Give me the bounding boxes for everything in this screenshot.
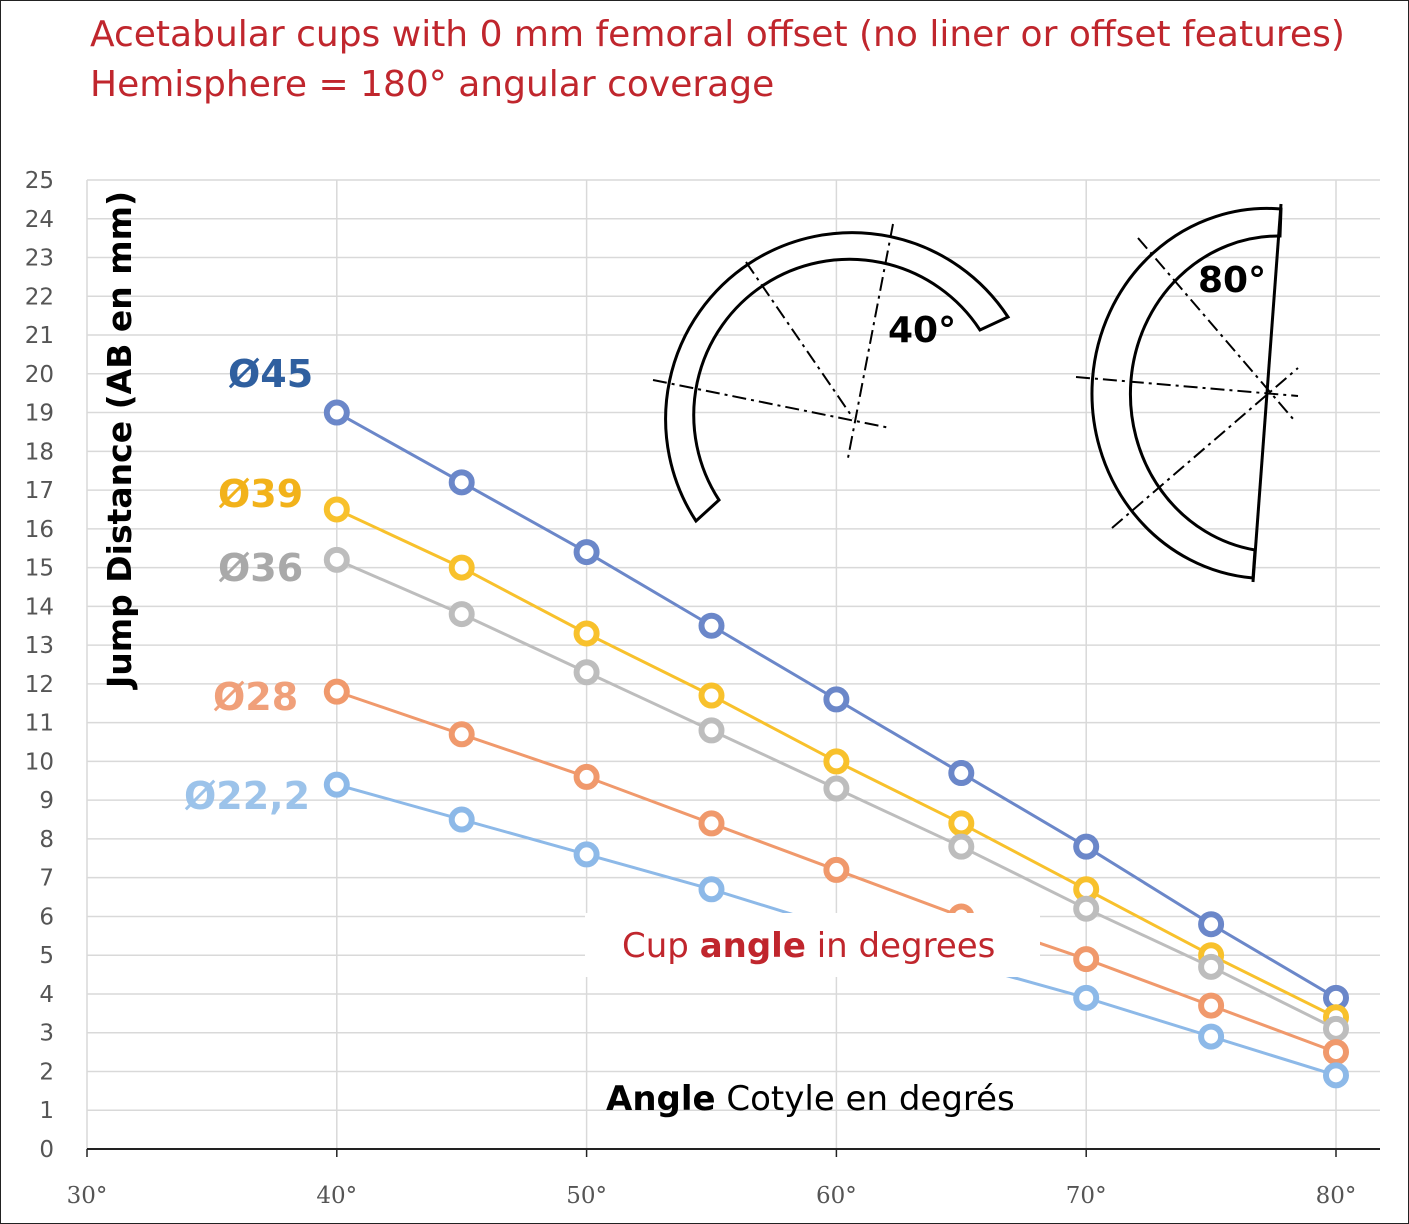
x-tick-label: 30° (67, 1183, 108, 1209)
data-point (823, 686, 850, 713)
y-tick-label: 13 (25, 633, 54, 659)
y-tick-label: 4 (39, 982, 54, 1008)
diagram-label-40: 40° (888, 310, 956, 351)
series-label-28: Ø28 (213, 675, 298, 719)
diagram-label-80: 80° (1198, 260, 1266, 301)
y-tick-label: 7 (39, 866, 54, 892)
x-title-bold: Angle (606, 1079, 716, 1119)
y-tick-label: 22 (25, 284, 54, 310)
y-axis-ticks: 0123456789101112131415161718192021222324… (25, 168, 54, 1163)
data-point (698, 612, 725, 639)
data-point (1073, 946, 1100, 973)
data-point (1198, 911, 1225, 938)
y-tick-label: 11 (25, 711, 54, 737)
annotation-rest: in degrees (806, 926, 995, 966)
data-point (323, 546, 350, 573)
x-title-rest: Cotyle en degrés (716, 1079, 1015, 1119)
y-tick-label: 21 (25, 323, 54, 349)
series-label-22: Ø22,2 (184, 774, 310, 818)
data-point (448, 469, 475, 496)
data-point (1198, 1023, 1225, 1050)
cup-diagram-40: 40° (652, 223, 1011, 524)
series-label-45: Ø45 (228, 352, 313, 396)
y-axis-title: Jump Distance (AB en mm) (100, 191, 139, 690)
data-point (698, 717, 725, 744)
data-point (948, 810, 975, 837)
data-point (323, 678, 350, 705)
data-point (1073, 833, 1100, 860)
y-tick-label: 2 (39, 1059, 54, 1085)
data-point (698, 876, 725, 903)
y-tick-label: 15 (25, 556, 54, 582)
y-tick-label: 6 (39, 904, 54, 930)
x-tick-label: 70° (1066, 1183, 1107, 1209)
data-point (573, 539, 600, 566)
y-tick-label: 0 (39, 1137, 54, 1163)
data-point (1323, 1062, 1349, 1089)
y-tick-label: 12 (25, 672, 54, 698)
data-point (1073, 895, 1100, 922)
annotation-normal: Cup (622, 926, 700, 966)
y-tick-label: 20 (25, 362, 54, 388)
data-point (323, 771, 350, 798)
y-tick-label: 5 (39, 943, 54, 969)
x-tick-label: 40° (316, 1183, 357, 1209)
series-label-39: Ø39 (218, 472, 303, 516)
y-tick-label: 19 (25, 401, 54, 427)
x-tick-label: 60° (816, 1183, 857, 1209)
y-tick-label: 25 (25, 168, 54, 194)
data-point (573, 763, 600, 790)
cup-diagram-80: 80° (1075, 203, 1299, 583)
data-point (823, 856, 850, 883)
annotation-box (585, 913, 1040, 977)
data-point (823, 748, 850, 775)
series-labels: Ø45 Ø39 Ø36 Ø28 Ø22,2 (184, 352, 313, 818)
y-tick-label: 1 (39, 1098, 54, 1124)
title-line-2: Hemisphere = 180° angular coverage (90, 64, 775, 105)
y-tick-label: 8 (39, 827, 54, 853)
annotation-bold: angle (700, 926, 806, 966)
data-point (1198, 992, 1225, 1019)
data-point (698, 682, 725, 709)
data-point (573, 841, 600, 868)
y-tick-label: 24 (25, 207, 54, 233)
y-tick-label: 16 (25, 517, 54, 543)
y-tick-label: 9 (39, 788, 54, 814)
data-point (1198, 953, 1225, 980)
y-tick-label: 23 (25, 246, 54, 272)
data-point (948, 760, 975, 787)
y-tick-label: 10 (25, 749, 54, 775)
data-point (448, 721, 475, 748)
data-point (573, 620, 600, 647)
x-axis-ticks: 30° 40° 50° 60° 70° 80° (67, 1149, 1357, 1209)
data-point (1073, 984, 1100, 1011)
data-point (573, 659, 600, 686)
data-point (1323, 1039, 1349, 1066)
x-tick-label: 80° (1316, 1183, 1357, 1209)
data-point (323, 496, 350, 523)
data-point (948, 833, 975, 860)
y-tick-label: 3 (39, 1021, 54, 1047)
y-tick-label: 17 (25, 478, 54, 504)
y-tick-label: 18 (25, 439, 54, 465)
grid (86, 179, 1380, 1149)
data-point (448, 554, 475, 581)
x-axis-title: Angle Cotyle en degrés (606, 1079, 1015, 1119)
data-point (323, 399, 350, 426)
cup-angle-annotation: Cup angle in degrees (622, 926, 995, 966)
data-point (448, 806, 475, 833)
data-point (823, 775, 850, 802)
title-line-1: Acetabular cups with 0 mm femoral offset… (90, 14, 1345, 55)
data-point (448, 601, 475, 628)
data-point (1323, 1015, 1349, 1042)
y-tick-label: 14 (25, 594, 54, 620)
x-tick-label: 50° (566, 1183, 607, 1209)
data-point (698, 810, 725, 837)
series-label-36: Ø36 (218, 546, 303, 590)
